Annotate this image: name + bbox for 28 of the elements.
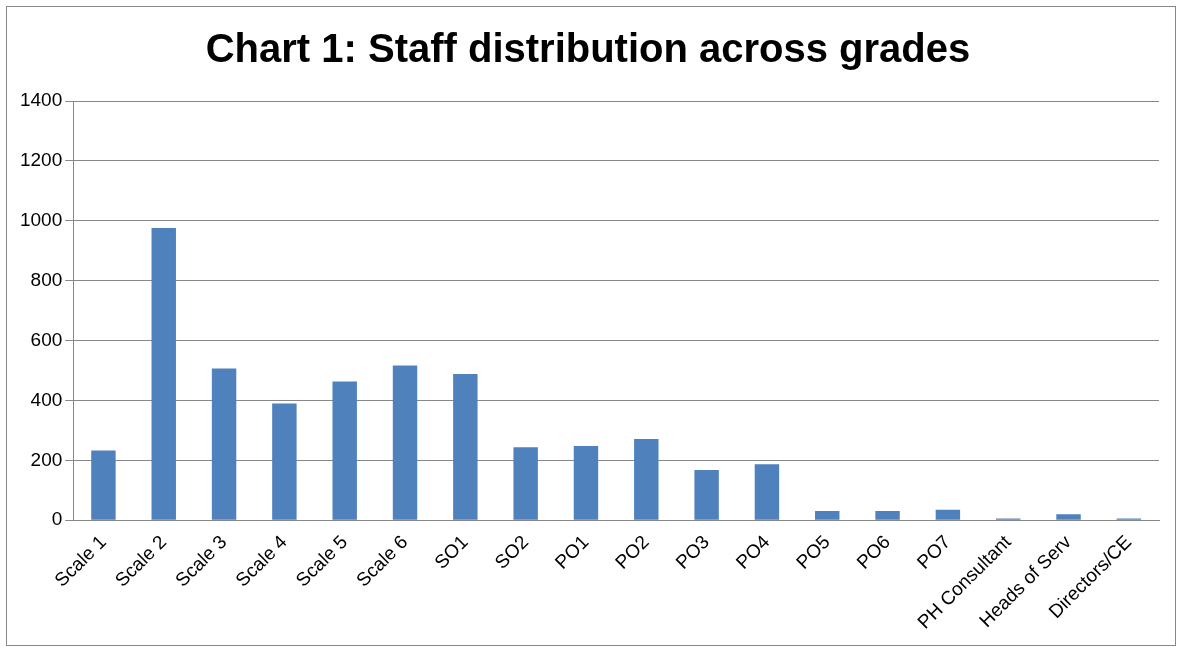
x-tick-label: SO2 bbox=[490, 530, 533, 573]
y-tick-label: 600 bbox=[30, 328, 63, 350]
y-tick-label: 1000 bbox=[19, 209, 63, 231]
bar bbox=[875, 510, 900, 520]
bar bbox=[754, 464, 780, 520]
y-tick-label: 1200 bbox=[19, 149, 63, 171]
y-tick-label: 1400 bbox=[19, 89, 63, 111]
bar bbox=[272, 403, 297, 520]
bar bbox=[513, 447, 538, 520]
y-tick-label: 800 bbox=[30, 268, 63, 290]
bar bbox=[634, 439, 659, 520]
bar bbox=[211, 368, 237, 520]
bar bbox=[573, 445, 599, 520]
y-tick-label: 200 bbox=[30, 448, 63, 470]
x-tick-label: PO1 bbox=[550, 530, 593, 573]
bar bbox=[694, 469, 719, 520]
bar bbox=[453, 374, 478, 520]
x-tick-label: SO1 bbox=[430, 530, 472, 573]
bar bbox=[935, 509, 961, 520]
bar bbox=[1056, 514, 1081, 520]
bar bbox=[392, 365, 418, 520]
bar bbox=[151, 227, 176, 520]
chart-title: Chart 1: Staff distribution across grades bbox=[205, 26, 971, 71]
bar bbox=[332, 381, 357, 520]
y-tick-label: 400 bbox=[30, 388, 63, 410]
y-tick-label: 0 bbox=[51, 508, 63, 530]
bar bbox=[91, 450, 116, 520]
bar bbox=[815, 510, 840, 520]
